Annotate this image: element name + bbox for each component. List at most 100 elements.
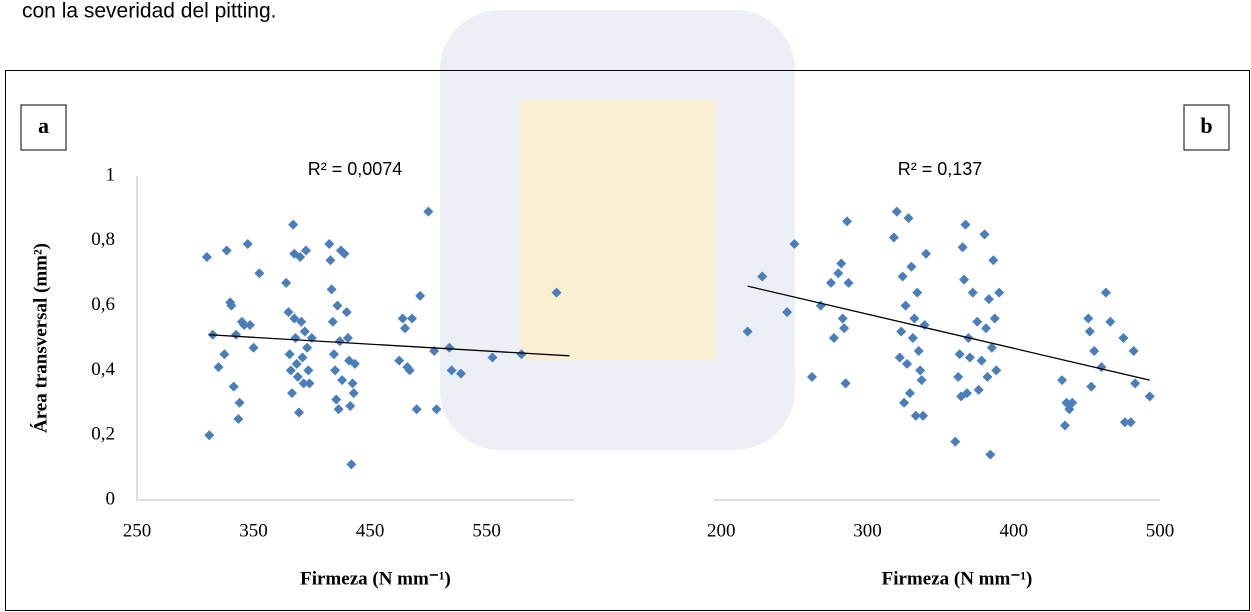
data-point — [304, 378, 314, 388]
data-point — [327, 284, 337, 294]
data-point — [345, 401, 355, 411]
data-point — [328, 317, 338, 327]
data-point — [1130, 378, 1140, 388]
data-point — [1126, 417, 1136, 427]
data-point — [958, 242, 968, 252]
page-text: con la severidad del pitting. — [22, 0, 277, 23]
data-point — [991, 365, 1001, 375]
data-point — [838, 314, 848, 324]
y-axis-title: Área transversal (mm²) — [29, 243, 51, 433]
data-point — [829, 333, 839, 343]
data-point — [222, 246, 232, 256]
data-point — [219, 349, 229, 359]
data-point — [892, 207, 902, 217]
data-point — [324, 239, 334, 249]
data-point — [229, 382, 239, 392]
data-point — [915, 365, 925, 375]
data-point — [330, 365, 340, 375]
data-point — [918, 411, 928, 421]
x-tick-label: 350 — [239, 520, 268, 541]
data-point — [423, 207, 433, 217]
r-squared: R² = 0,137 — [898, 159, 983, 179]
data-point — [842, 216, 852, 226]
data-point — [398, 314, 408, 324]
x-tick-label: 250 — [123, 520, 152, 541]
y-tick-label: 0,4 — [91, 359, 115, 380]
data-point — [912, 288, 922, 298]
data-point — [349, 388, 359, 398]
data-point — [906, 262, 916, 272]
data-point — [1129, 346, 1139, 356]
data-point — [982, 372, 992, 382]
page: {"page_text": "con la severidad del pitt… — [0, 0, 1251, 612]
data-point — [953, 372, 963, 382]
data-point — [290, 333, 300, 343]
data-point — [955, 349, 965, 359]
data-point — [301, 246, 311, 256]
data-point — [202, 252, 212, 262]
data-point — [905, 388, 915, 398]
data-point — [1086, 382, 1096, 392]
data-point — [294, 408, 304, 418]
data-point — [1060, 420, 1070, 430]
data-point — [833, 268, 843, 278]
data-point — [981, 323, 991, 333]
data-point — [899, 398, 909, 408]
data-point — [1105, 317, 1115, 327]
x-tick-label: 450 — [356, 520, 385, 541]
x-tick-label: 400 — [1000, 520, 1029, 541]
watermark — [440, 10, 795, 450]
data-point — [1118, 333, 1128, 343]
data-point — [841, 378, 851, 388]
panel-label: a — [38, 113, 49, 138]
data-point — [807, 372, 817, 382]
x-tick-label: 200 — [707, 520, 736, 541]
data-point — [297, 352, 307, 362]
y-tick-label: 0,2 — [91, 424, 115, 445]
panel-label: b — [1200, 113, 1212, 138]
data-point — [233, 414, 243, 424]
data-point — [836, 258, 846, 268]
data-point — [283, 307, 293, 317]
data-point — [844, 278, 854, 288]
data-point — [1083, 314, 1093, 324]
data-point — [914, 346, 924, 356]
data-point — [909, 314, 919, 324]
data-point — [303, 365, 313, 375]
data-point — [329, 349, 339, 359]
data-point — [331, 395, 341, 405]
data-point — [896, 327, 906, 337]
data-point — [985, 450, 995, 460]
data-point — [1097, 362, 1107, 372]
data-point — [961, 220, 971, 230]
data-point — [337, 375, 347, 385]
data-point — [839, 323, 849, 333]
x-tick-label: 500 — [1146, 520, 1175, 541]
data-point — [1057, 375, 1067, 385]
data-point — [332, 301, 342, 311]
data-point — [325, 255, 335, 265]
data-point — [204, 430, 214, 440]
data-point — [346, 459, 356, 469]
data-point — [288, 220, 298, 230]
x-tick-label: 550 — [472, 520, 501, 541]
r-squared: R² = 0,0074 — [308, 159, 403, 179]
data-point — [287, 388, 297, 398]
data-point — [249, 343, 259, 353]
data-point — [412, 404, 422, 414]
data-point — [990, 314, 1000, 324]
data-point — [415, 291, 425, 301]
y-tick-label: 0,8 — [91, 229, 115, 250]
data-point — [292, 359, 302, 369]
data-point — [214, 362, 224, 372]
data-point — [984, 294, 994, 304]
data-point — [1085, 327, 1095, 337]
x-tick-label: 300 — [853, 520, 882, 541]
data-point — [902, 359, 912, 369]
figure: con la severidad del pitting. 250 350 450 5… — [0, 0, 1251, 612]
x-axis-title: Firmeza (N mm⁻¹) — [300, 568, 451, 589]
data-point — [342, 307, 352, 317]
data-point — [407, 314, 417, 324]
data-point — [895, 352, 905, 362]
data-point — [903, 213, 913, 223]
